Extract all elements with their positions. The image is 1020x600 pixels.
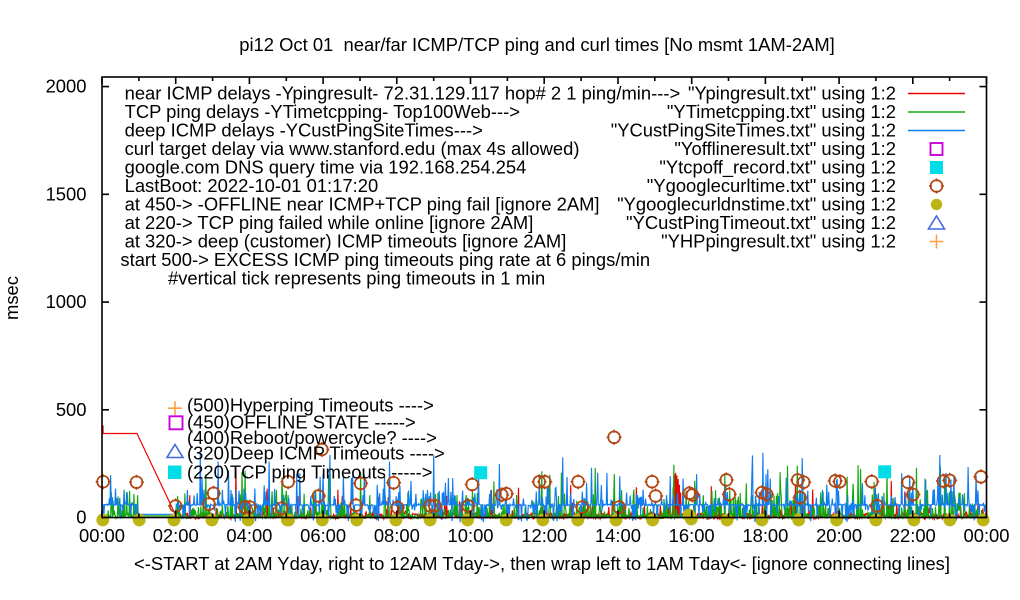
svg-text:TCP ping delays -YTimetcpping-: TCP ping delays -YTimetcpping- Top100Web… xyxy=(125,101,520,122)
svg-text:at 320-> deep (customer) ICMP: at 320-> deep (customer) ICMP timeouts [… xyxy=(125,231,567,252)
svg-text:12:00: 12:00 xyxy=(521,525,567,546)
svg-text:1500: 1500 xyxy=(46,183,87,204)
svg-text:"Yofflineresult.txt" using 1:2: "Yofflineresult.txt" using 1:2 xyxy=(674,138,896,159)
svg-text:"YCustPingSiteTimes.txt" using: "YCustPingSiteTimes.txt" using 1:2 xyxy=(611,120,896,141)
svg-text:"YCustPingTimeout.txt" using 1: "YCustPingTimeout.txt" using 1:2 xyxy=(626,212,896,233)
svg-text:14:00: 14:00 xyxy=(595,525,641,546)
svg-text:00:00: 00:00 xyxy=(79,525,125,546)
svg-text:1000: 1000 xyxy=(46,291,87,312)
svg-text:0: 0 xyxy=(76,507,86,528)
svg-text:08:00: 08:00 xyxy=(374,525,420,546)
svg-text:deep ICMP delays -YCustPingSit: deep ICMP delays -YCustPingSiteTimes---> xyxy=(125,120,483,141)
svg-text:(400)Reboot/powercycle? ---->: (400)Reboot/powercycle? ----> xyxy=(187,427,437,448)
svg-text:"Ygooglecurltime.txt" using 1:: "Ygooglecurltime.txt" using 1:2 xyxy=(647,175,896,196)
svg-text:02:00: 02:00 xyxy=(153,525,199,546)
svg-text:curl target delay via www.stan: curl target delay via www.stanford.edu (… xyxy=(125,138,580,159)
svg-text:"Ypingresult.txt" using 1:2: "Ypingresult.txt" using 1:2 xyxy=(688,83,896,104)
svg-text:(320)Deep ICMP Timeouts ---->: (320)Deep ICMP Timeouts ----> xyxy=(187,442,445,463)
svg-text:"Ygooglecurldnstime.txt" using: "Ygooglecurldnstime.txt" using 1:2 xyxy=(617,194,896,215)
svg-text:22:00: 22:00 xyxy=(890,525,936,546)
svg-text:10:00: 10:00 xyxy=(448,525,494,546)
svg-text:start 500-> EXCESS ICMP ping t: start 500-> EXCESS ICMP ping timeouts pi… xyxy=(120,249,650,270)
svg-text:(220)TCP ping Timeouts ----->: (220)TCP ping Timeouts -----> xyxy=(187,462,432,483)
svg-text:<-START at 2AM Yday, right to: <-START at 2AM Yday, right to 12AM Tday-… xyxy=(134,553,950,574)
svg-text:#vertical tick represents ping: #vertical tick represents ping timeouts … xyxy=(168,268,545,289)
svg-text:pi12 Oct 01 near/far ICMP/TCP: pi12 Oct 01 near/far ICMP/TCP ping and c… xyxy=(239,34,835,55)
svg-text:04:00: 04:00 xyxy=(226,525,272,546)
svg-text:06:00: 06:00 xyxy=(300,525,346,546)
svg-text:msec: msec xyxy=(1,276,22,320)
svg-text:2000: 2000 xyxy=(46,76,87,97)
svg-text:500: 500 xyxy=(56,399,87,420)
svg-text:20:00: 20:00 xyxy=(816,525,862,546)
svg-text:(450)OFFLINE STATE ----->: (450)OFFLINE STATE -----> xyxy=(187,412,416,433)
svg-text:at 220-> TCP ping failed while: at 220-> TCP ping failed while online [i… xyxy=(125,212,534,233)
svg-text:"YHPpingresult.txt" using 1:2: "YHPpingresult.txt" using 1:2 xyxy=(661,231,896,252)
svg-text:"YTimetcpping.txt" using 1:2: "YTimetcpping.txt" using 1:2 xyxy=(667,101,896,122)
svg-text:LastBoot: 2022-10-01 01:17:20: LastBoot: 2022-10-01 01:17:20 xyxy=(125,175,379,196)
svg-text:18:00: 18:00 xyxy=(742,525,788,546)
svg-text:"Ytcpoff_record.txt" using 1:2: "Ytcpoff_record.txt" using 1:2 xyxy=(659,157,896,179)
svg-text:16:00: 16:00 xyxy=(669,525,715,546)
svg-text:near ICMP delays -Ypingresult-: near ICMP delays -Ypingresult- 72.31.129… xyxy=(125,83,681,104)
svg-text:00:00: 00:00 xyxy=(963,525,1009,546)
svg-text:google.com DNS query time via: google.com DNS query time via 192.168.25… xyxy=(125,157,527,178)
svg-text:(500)Hyperping Timeouts ---->: (500)Hyperping Timeouts ----> xyxy=(187,395,434,416)
svg-text:at 450-> -OFFLINE near ICMP+TC: at 450-> -OFFLINE near ICMP+TCP ping fai… xyxy=(125,194,600,215)
